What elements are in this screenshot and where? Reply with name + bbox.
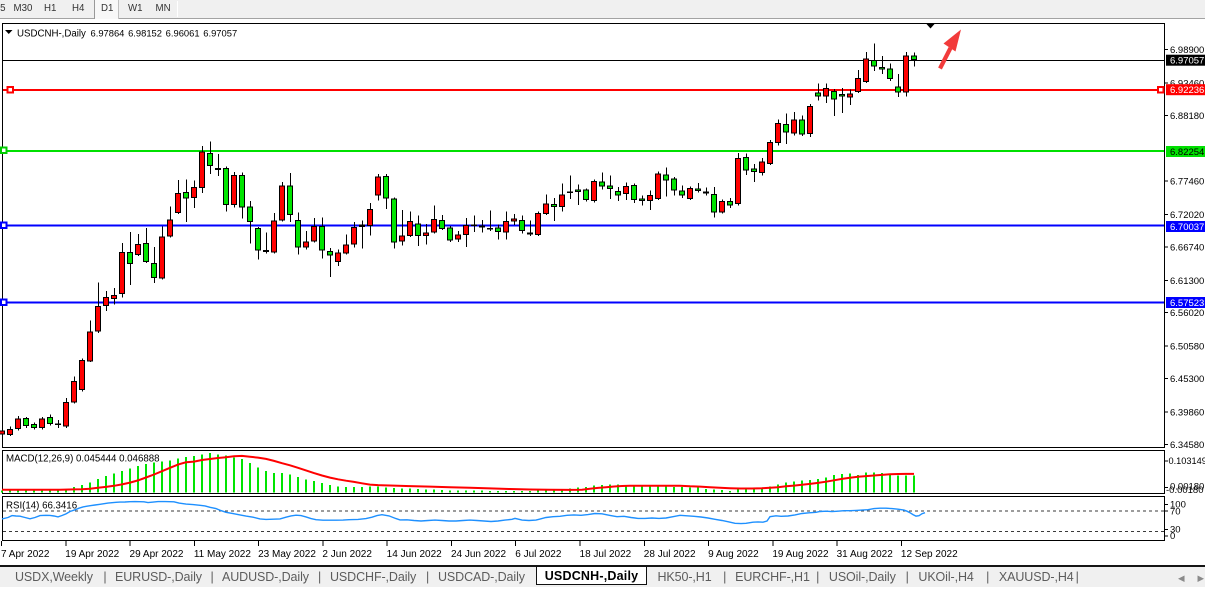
svg-text:6.93460: 6.93460: [1170, 78, 1204, 89]
svg-text:USDCNH-,Daily: USDCNH-,Daily: [17, 29, 86, 40]
svg-text:6.61300: 6.61300: [1170, 276, 1204, 287]
svg-text:23 May 2022: 23 May 2022: [258, 549, 316, 560]
svg-text:6.50580: 6.50580: [1170, 342, 1204, 353]
svg-text:MACD(12,26,9) 0.045444 0.04688: MACD(12,26,9) 0.045444 0.046888: [6, 454, 160, 465]
svg-text:100: 100: [1170, 500, 1186, 511]
svg-text:6.70037: 6.70037: [1170, 222, 1204, 233]
svg-text:6.56020: 6.56020: [1170, 308, 1204, 319]
svg-text:0.103149: 0.103149: [1169, 456, 1205, 466]
svg-text:6.72020: 6.72020: [1170, 210, 1204, 221]
svg-text:18 Jul 2022: 18 Jul 2022: [580, 549, 632, 560]
svg-text:11 May 2022: 11 May 2022: [194, 549, 252, 560]
svg-text:6.98900: 6.98900: [1170, 45, 1204, 56]
svg-text:7 Apr 2022: 7 Apr 2022: [1, 549, 50, 560]
svg-text:RSI(14) 66.3416: RSI(14) 66.3416: [6, 500, 77, 511]
svg-text:14 Jun 2022: 14 Jun 2022: [387, 549, 442, 560]
svg-text:6.66740: 6.66740: [1170, 242, 1204, 253]
svg-text:6.45300: 6.45300: [1170, 374, 1204, 385]
svg-text:29 Apr 2022: 29 Apr 2022: [130, 549, 184, 560]
svg-text:12 Sep 2022: 12 Sep 2022: [901, 549, 958, 560]
svg-text:0.00180: 0.00180: [1170, 481, 1204, 492]
svg-text:0: 0: [1170, 531, 1175, 542]
svg-text:2 Jun 2022: 2 Jun 2022: [322, 549, 372, 560]
svg-text:6.97864 6.98152 6.96061 6.9705: 6.97864 6.98152 6.96061 6.97057: [91, 28, 238, 39]
svg-text:6.39860: 6.39860: [1170, 407, 1204, 418]
svg-text:28 Jul 2022: 28 Jul 2022: [644, 549, 696, 560]
svg-text:6.92236: 6.92236: [1170, 85, 1204, 96]
svg-text:6.57523: 6.57523: [1170, 298, 1204, 309]
svg-text:19 Apr 2022: 19 Apr 2022: [65, 549, 119, 560]
svg-text:-0.00180: -0.00180: [1166, 485, 1204, 496]
svg-text:6 Jul 2022: 6 Jul 2022: [515, 549, 562, 560]
svg-text:6.88180: 6.88180: [1170, 111, 1204, 122]
svg-text:6.82254: 6.82254: [1170, 147, 1204, 158]
svg-text:6.77460: 6.77460: [1170, 177, 1204, 188]
svg-text:70: 70: [1170, 507, 1181, 518]
svg-text:31 Aug 2022: 31 Aug 2022: [837, 549, 894, 560]
svg-text:6.34580: 6.34580: [1170, 440, 1204, 451]
svg-text:9 Aug 2022: 9 Aug 2022: [708, 549, 759, 560]
svg-text:19 Aug 2022: 19 Aug 2022: [772, 549, 829, 560]
svg-text:24 Jun 2022: 24 Jun 2022: [451, 549, 506, 560]
svg-text:6.97057: 6.97057: [1170, 56, 1204, 67]
svg-text:30: 30: [1170, 525, 1181, 536]
